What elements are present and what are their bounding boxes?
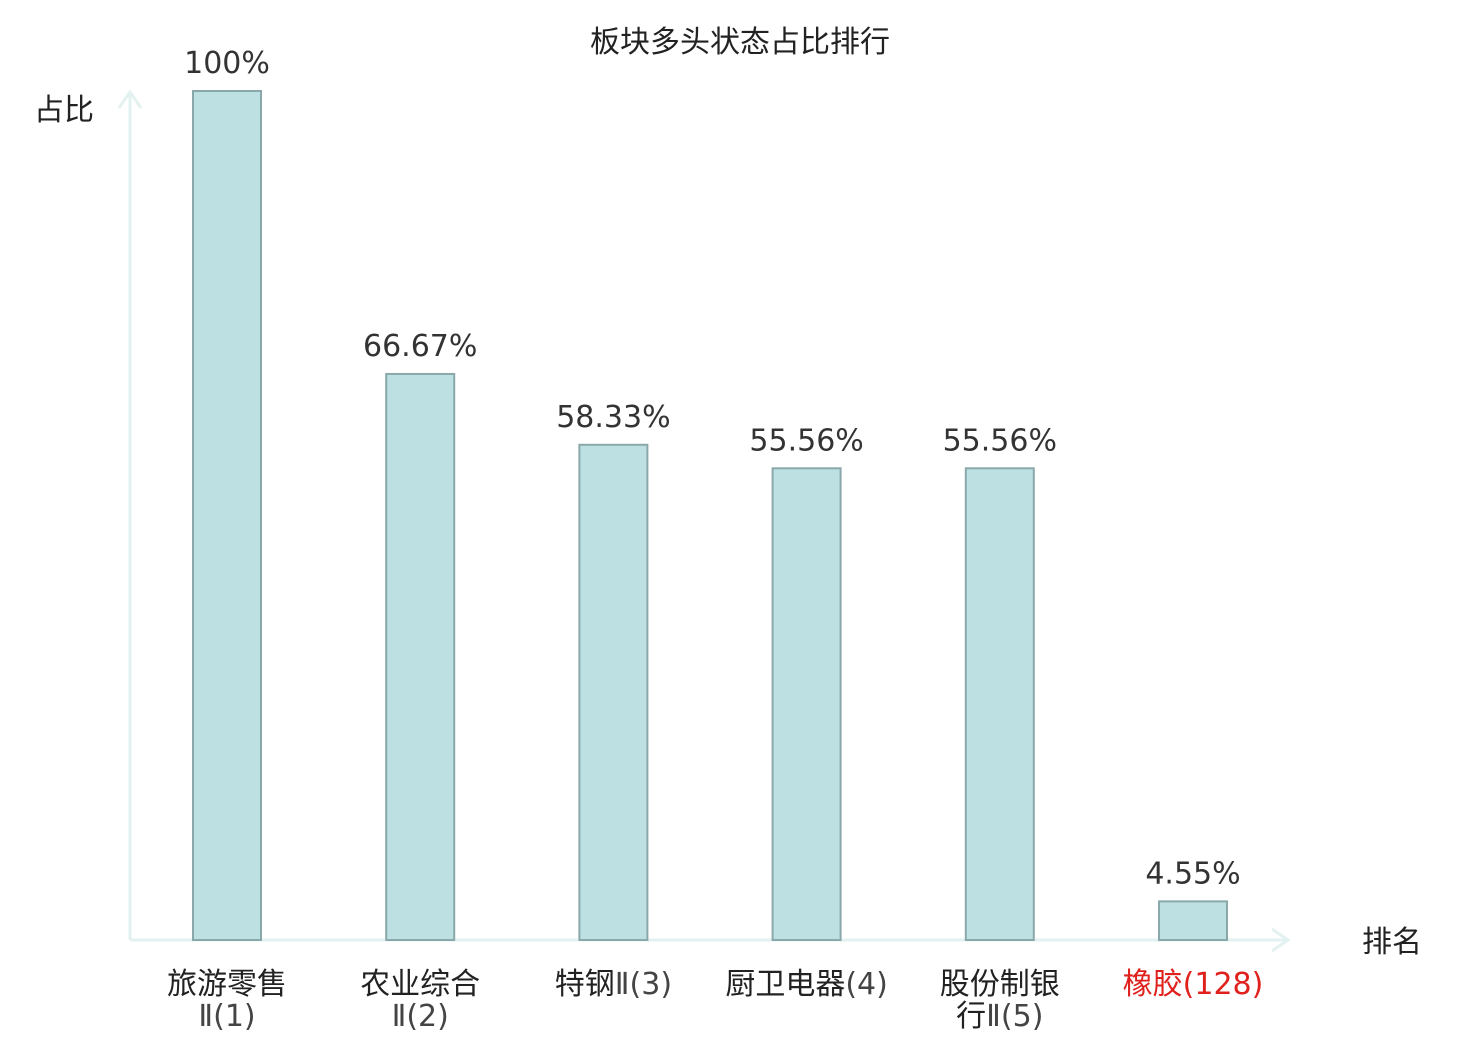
bar xyxy=(771,467,842,941)
bar xyxy=(192,90,262,941)
y-axis-label: 占比 xyxy=(34,93,94,128)
x-axis-label: 排名 xyxy=(1362,925,1422,960)
bar-value-label: 55.56% xyxy=(749,423,863,458)
x-axis-arrow-icon xyxy=(1271,927,1291,953)
bar-value-label: 58.33% xyxy=(556,400,670,435)
x-tick-label: 厨卫电器(4) xyxy=(725,967,888,1002)
x-tick-label: 行Ⅱ(5) xyxy=(956,999,1043,1034)
x-tick-label: 农业综合 xyxy=(360,967,480,1002)
x-tick-label: 橡胶(128) xyxy=(1123,967,1264,1002)
bar xyxy=(1158,900,1228,941)
bar-value-label: 100% xyxy=(184,46,270,81)
x-tick-label: 股份制银 xyxy=(940,967,1060,1002)
x-tick-label: 特钢Ⅱ(3) xyxy=(555,967,672,1002)
axes xyxy=(117,89,1291,953)
bars-group xyxy=(192,90,1228,942)
bar xyxy=(964,467,1035,941)
bar-value-label: 55.56% xyxy=(943,423,1057,458)
x-tick-label: 旅游零售 xyxy=(167,967,287,1002)
x-tick-label: Ⅱ(1) xyxy=(198,999,255,1034)
bar xyxy=(385,372,456,942)
value-labels-group: 100% 66.67% 58.33% 55.56% 55.56% 4.55% xyxy=(184,46,1241,891)
bar-value-label: 4.55% xyxy=(1145,856,1240,891)
bar-value-label: 66.67% xyxy=(363,329,477,364)
bar xyxy=(578,443,649,941)
x-tick-label: Ⅱ(2) xyxy=(392,999,449,1034)
y-axis-arrow-icon xyxy=(117,89,143,109)
chart-title: 板块多头状态占比排行 xyxy=(590,25,890,60)
